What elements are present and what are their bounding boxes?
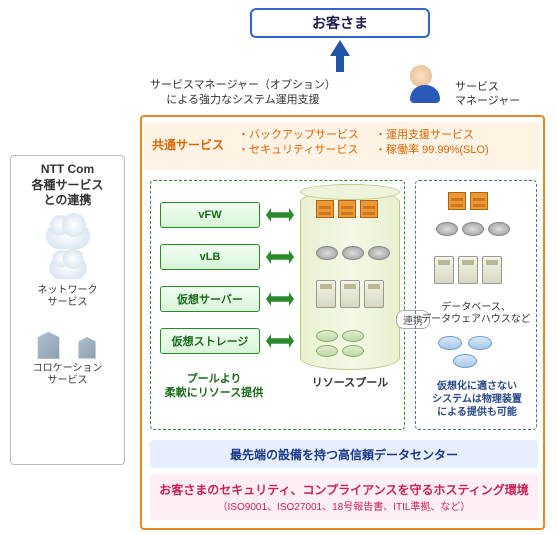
right-physical-label: 仮想化に適さない システムは物理装置 による提供も可能 [418, 380, 536, 419]
lp-t2: 各種サービス [31, 178, 103, 192]
cs-item: ・バックアップサービス [238, 128, 359, 143]
r2l2: システムは物理装置 [432, 394, 522, 405]
r2l3: による提供も可能 [437, 407, 517, 418]
firewall-icon [470, 192, 488, 210]
lp-s2l2: サービス [48, 375, 88, 386]
sec-title: お客さまのセキュリティ、コンプライアンスを守るホスティング環境 [159, 481, 528, 498]
building-icon [31, 323, 67, 359]
common-service-label: 共通サービス [144, 122, 234, 170]
resource-pool-label: リソースプール [300, 376, 400, 390]
sm-line1: サービスマネージャー（オプション） [150, 79, 336, 91]
building-icon [72, 330, 101, 359]
r1l1: データベース、 [441, 302, 511, 313]
firewall-icon [448, 192, 466, 210]
service-manager-text: サービスマネージャー（オプション） による強力なシステム運用支援 [150, 78, 336, 109]
disk-icon [453, 354, 477, 368]
server-icon [316, 280, 336, 308]
pool-router-row [316, 246, 390, 260]
sm-line2: による強力なシステム運用支援 [166, 94, 319, 106]
pool-disk-row [316, 330, 364, 357]
left-panel-title: NTT Com 各種サービス との連携 [15, 162, 120, 209]
network-service-icon-group: ネットワーク サービス [15, 223, 120, 309]
router-icon [436, 222, 458, 236]
pool-firewall-row [316, 200, 378, 218]
right-disk-row [438, 336, 492, 368]
router-icon [368, 246, 390, 260]
firewall-icon [316, 200, 334, 218]
right-db-label: データベース、 データウェアハウスなど [420, 302, 532, 326]
virtual-storage-box: 仮想ストレージ [160, 328, 260, 354]
router-icon [316, 246, 338, 260]
common-service-box: 共通サービス ・バックアップサービス ・セキュリティサービス ・運用支援サービス… [144, 122, 541, 170]
resource-pool-top [300, 184, 400, 200]
router-icon [342, 246, 364, 260]
disk-icon [342, 330, 364, 342]
cloud-icon [46, 223, 90, 249]
lp-s2l1: コロケーション [33, 363, 103, 374]
common-service-items: ・バックアップサービス ・セキュリティサービス ・運用支援サービス ・稼働率 9… [234, 122, 493, 170]
lp-t1: NTT Com [41, 162, 94, 176]
arrow-up-icon [330, 40, 350, 56]
router-icon [462, 222, 484, 236]
sec-subtitle: （ISO9001、ISO27001、18号報告書、ITIL準拠、など） [218, 498, 471, 513]
cs-item: ・セキュリティサービス [238, 143, 359, 158]
colocation-service-icon-group: コロケーション サービス [15, 323, 120, 387]
disk-icon [438, 336, 462, 350]
cs-item: ・運用支援サービス [375, 128, 489, 143]
disk-icon [316, 330, 338, 342]
server-icon [458, 256, 478, 284]
firewall-icon [338, 200, 356, 218]
cloud-icon [49, 257, 86, 279]
server-icon [364, 280, 384, 308]
customer-box: お客さま [250, 8, 430, 38]
r1l2: データウェアハウスなど [421, 314, 531, 325]
diagram-root: お客さま サービスマネージャー（オプション） による強力なシステム運用支援 サー… [0, 0, 557, 535]
server-icon [434, 256, 454, 284]
pt1l2: 柔軟にリソース提供 [165, 387, 263, 399]
right-server-row [434, 256, 502, 284]
lp-s1l1: ネットワーク [38, 285, 98, 296]
virtual-server-box: 仮想サーバー [160, 286, 260, 312]
right-firewall-row [448, 192, 488, 210]
disk-icon [342, 345, 364, 357]
lp-s1l2: サービス [48, 297, 88, 308]
person-icon [410, 65, 440, 103]
pool-flex-text: プールより 柔軟にリソース提供 [164, 372, 264, 401]
r2l1: 仮想化に適さない [437, 381, 517, 392]
disk-icon [468, 336, 492, 350]
pool-server-row [316, 280, 384, 308]
cs-item: ・稼働率 99.99%(SLO) [375, 143, 489, 158]
firewall-icon [360, 200, 378, 218]
router-icon [488, 222, 510, 236]
vlb-box: vLB [160, 244, 260, 270]
vfw-box: vFW [160, 202, 260, 228]
disk-icon [316, 345, 338, 357]
server-icon [340, 280, 360, 308]
left-panel: NTT Com 各種サービス との連携 ネットワーク サービス コロケーション … [10, 155, 125, 465]
lp-t3: との連携 [44, 193, 92, 207]
security-box: お客さまのセキュリティ、コンプライアンスを守るホスティング環境 （ISO9001… [150, 474, 538, 520]
sm-label-l2: マネージャー [455, 95, 520, 107]
right-router-row [436, 222, 510, 236]
service-manager-label: サービス マネージャー [455, 80, 520, 109]
datacenter-box: 最先端の設備を持つ高信頼データセンター [150, 440, 538, 468]
sm-label-l1: サービス [455, 81, 499, 93]
pt1l1: プールより [187, 373, 242, 385]
server-icon [482, 256, 502, 284]
